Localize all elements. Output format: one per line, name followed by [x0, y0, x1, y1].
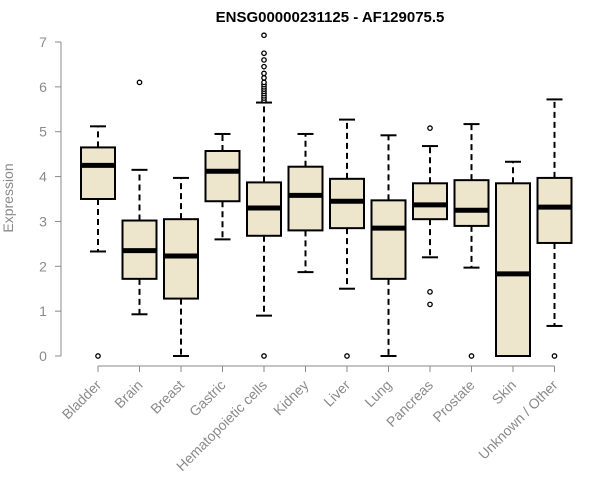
x-tick-label-5: Kidney — [270, 377, 312, 419]
outlier-6-0 — [344, 353, 350, 359]
outlier-4-14 — [261, 50, 267, 57]
y-axis: 0 1 2 3 4 5 6 7 — [39, 34, 62, 364]
box-2 — [163, 176, 199, 357]
box-3 — [204, 132, 241, 241]
outlier-4-0 — [261, 353, 267, 359]
boxes-group — [80, 32, 573, 359]
box-rect-7 — [370, 199, 407, 280]
y-tick-label-5: 5 — [39, 124, 47, 140]
y-tick-label-2: 2 — [39, 258, 47, 274]
x-tick-label-1: Brain — [111, 377, 145, 411]
chart-title: ENSG00000231125 - AF129075.5 — [216, 9, 445, 26]
y-tick-label-4: 4 — [39, 169, 47, 185]
box-10 — [495, 160, 531, 357]
outlier-4-9 — [261, 79, 267, 86]
outlier-4-11 — [261, 70, 267, 77]
box-rect-0 — [80, 146, 116, 201]
box-rect-5 — [287, 165, 324, 232]
outlier-8-2 — [427, 125, 433, 131]
box-rect-10 — [495, 182, 531, 357]
box-11 — [536, 98, 573, 359]
x-tick-label-6: Liver — [320, 377, 353, 410]
outlier-1-0 — [136, 79, 143, 86]
x-tick-label-2: Breast — [147, 377, 187, 417]
y-tick-label-7: 7 — [39, 34, 47, 50]
outlier-11-0 — [551, 353, 558, 359]
box-8 — [412, 125, 448, 308]
outlier-0-0 — [95, 353, 101, 359]
x-tick-label-9: Prostate — [429, 377, 477, 425]
y-tick-label-6: 6 — [39, 79, 47, 95]
x-tick-label-7: Lung — [361, 377, 394, 410]
x-tick-label-11: Unknown / Other — [475, 377, 561, 463]
box-6 — [329, 118, 365, 359]
y-axis-label: Expression — [0, 163, 16, 232]
outlier-8-1 — [427, 289, 433, 295]
box-4 — [246, 32, 282, 359]
box-rect-3 — [204, 150, 241, 203]
y-tick-label-3: 3 — [39, 213, 47, 229]
y-tick-label-1: 1 — [39, 303, 47, 319]
box-7 — [370, 134, 407, 357]
outlier-4-10 — [261, 75, 267, 81]
box-9 — [453, 123, 490, 359]
outlier-4-12 — [261, 63, 267, 70]
box-rect-2 — [163, 218, 199, 300]
box-5 — [287, 132, 324, 274]
y-tick-label-0: 0 — [39, 348, 47, 364]
box-1 — [121, 79, 158, 316]
x-tick-label-10: Skin — [489, 377, 520, 408]
outlier-8-0 — [427, 301, 433, 308]
outlier-9-0 — [468, 353, 475, 359]
box-rect-11 — [536, 176, 573, 244]
outlier-4-13 — [261, 57, 267, 63]
x-tick-label-0: Bladder — [59, 377, 105, 423]
box-0 — [80, 125, 116, 359]
box-rect-8 — [412, 182, 448, 221]
outlier-4-15 — [261, 32, 267, 39]
box-rect-9 — [453, 179, 490, 227]
